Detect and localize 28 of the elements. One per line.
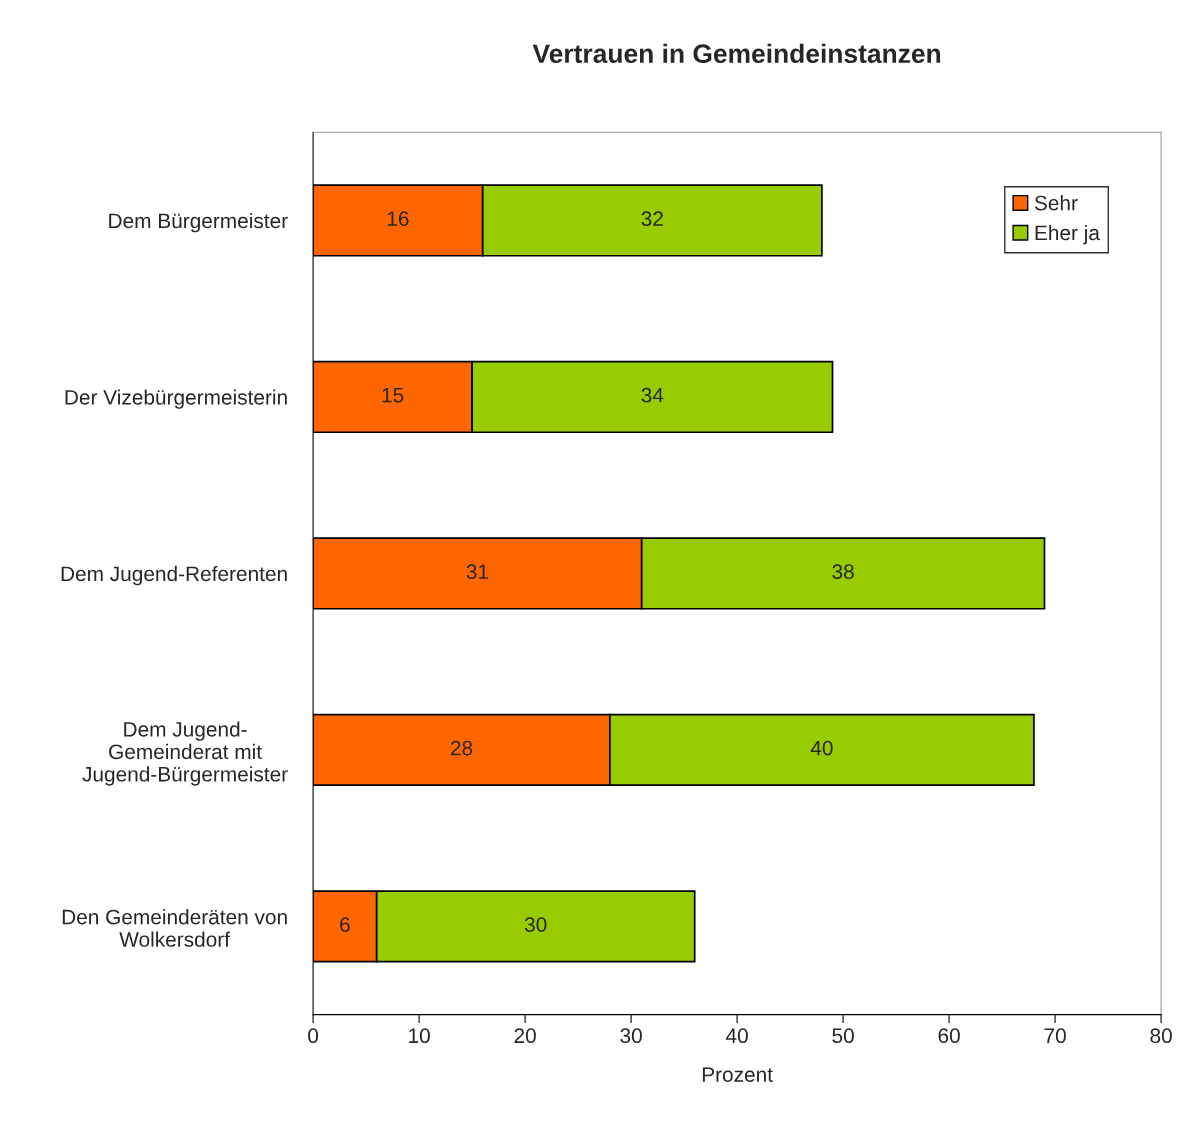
- y-tick-label: Dem Jugend-Referenten: [61, 565, 287, 586]
- data-label: 16: [387, 211, 409, 227]
- y-tick-label: Dem Bürgermeister: [109, 212, 288, 233]
- y-tick-label: Den Gemeinderäten von Wolkersdorf: [62, 909, 287, 947]
- data-label: 31: [466, 564, 488, 580]
- x-tick-label: 40: [725, 1028, 748, 1044]
- x-tick-label: 80: [1150, 1028, 1172, 1044]
- x-tick-label: 30: [620, 1028, 642, 1044]
- y-tick-label: Der Vizebürgermeisterin: [65, 389, 287, 409]
- data-label: 6: [340, 917, 350, 932]
- x-tick-label: 20: [514, 1028, 536, 1044]
- y-tick-label: Dem Jugend- Gemeinderat mit Jugend-Bürgermeister: [82, 721, 288, 786]
- data-label: 30: [524, 917, 547, 932]
- x-tick-label: 60: [938, 1028, 960, 1044]
- x-tick-label: 70: [1044, 1028, 1066, 1044]
- data-label: 38: [832, 564, 854, 580]
- data-label: 40: [810, 740, 833, 756]
- data-label: 32: [641, 211, 663, 227]
- legend-label: Eher ja: [1035, 224, 1100, 245]
- x-tick-label: 50: [832, 1028, 854, 1044]
- data-label: 15: [382, 388, 404, 403]
- chart-title: Vertrauen in Gemeindeinstanzen: [532, 43, 941, 64]
- x-tick-label: 10: [409, 1028, 430, 1044]
- data-label: 34: [641, 387, 664, 403]
- legend-label: Sehr: [1034, 195, 1078, 211]
- x-axis-title: Prozent: [702, 1067, 773, 1082]
- data-label: 28: [450, 740, 473, 756]
- x-tick-label: 0: [308, 1028, 319, 1044]
